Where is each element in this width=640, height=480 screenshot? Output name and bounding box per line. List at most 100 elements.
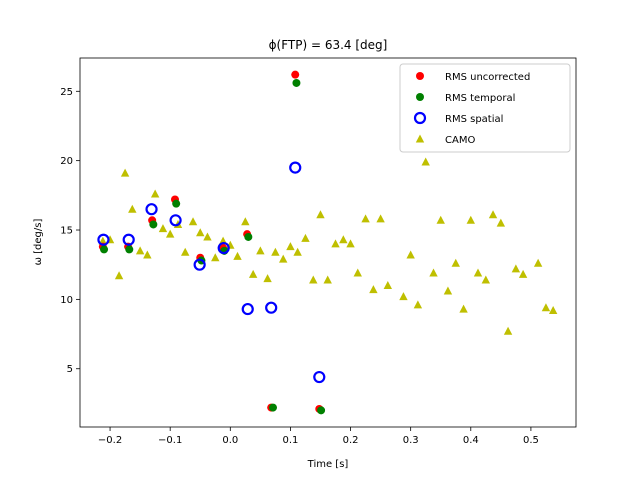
axes-frame xyxy=(79,57,577,428)
camo-point xyxy=(150,189,160,198)
rms-spatial-point xyxy=(265,301,278,314)
x-axis-label: Time [s] xyxy=(307,459,349,470)
camo-point xyxy=(293,247,302,256)
camo-point xyxy=(503,326,513,335)
camo-point xyxy=(211,253,220,262)
legend-label-rms-uncorrected: RMS uncorrected xyxy=(445,72,530,83)
legend-label-rms-temporal: RMS temporal xyxy=(445,93,515,104)
rms-spatial-point xyxy=(289,161,302,174)
camo-point xyxy=(436,215,445,224)
y-tick-label: 25 xyxy=(60,87,73,98)
y-tick-label: 15 xyxy=(60,226,73,237)
camo-point xyxy=(120,168,130,177)
legend-marker-rms-temporal xyxy=(416,93,424,101)
camo-point xyxy=(241,217,250,226)
rms-temporal-point xyxy=(100,245,109,254)
camo-point xyxy=(413,300,423,309)
rms-spatial-point xyxy=(122,233,135,246)
camo-point xyxy=(196,228,205,237)
legend-marker-rms-uncorrected xyxy=(416,72,424,80)
rms-uncorrected-point xyxy=(291,70,300,79)
rms-temporal-point xyxy=(292,78,301,87)
camo-point xyxy=(496,218,506,227)
camo-point xyxy=(518,269,528,278)
camo-point xyxy=(361,214,370,223)
camo-point xyxy=(286,242,295,251)
rms-temporal-point xyxy=(172,199,181,208)
camo-point xyxy=(98,236,108,245)
x-tick-label: 0.2 xyxy=(343,435,359,446)
camo-point xyxy=(429,268,438,277)
y-axis-label: ω [deg/s] xyxy=(33,219,44,266)
rms-spatial-point xyxy=(145,203,158,216)
camo-point xyxy=(203,232,212,241)
camo-point xyxy=(406,250,415,259)
camo-point xyxy=(473,268,483,277)
rms-spatial-point xyxy=(97,233,110,246)
camo-point xyxy=(369,285,378,294)
y-tick-label: 5 xyxy=(67,364,73,375)
rms-spatial-point xyxy=(169,214,182,227)
camo-point xyxy=(488,210,498,219)
rms-temporal-point xyxy=(268,403,277,412)
x-tick-label: 0.4 xyxy=(463,435,479,446)
x-tick-label: −0.2 xyxy=(98,435,122,446)
camo-point xyxy=(256,246,265,255)
x-tick-label: 0.1 xyxy=(282,435,298,446)
camo-point xyxy=(346,239,355,248)
legend-marker-rms-spatial xyxy=(413,111,427,125)
x-tick-label: −0.1 xyxy=(158,435,182,446)
camo-point xyxy=(181,247,190,256)
camo-point xyxy=(399,292,408,301)
camo-point xyxy=(188,217,198,226)
camo-point xyxy=(323,275,332,284)
rms-temporal-point xyxy=(244,232,253,241)
camo-point xyxy=(451,258,460,267)
y-tick-label: 10 xyxy=(60,295,73,306)
rms-temporal-point xyxy=(149,220,158,229)
camo-point xyxy=(376,214,385,223)
camo-point xyxy=(309,275,318,284)
camo-point xyxy=(114,271,124,280)
camo-point xyxy=(165,229,175,238)
camo-point xyxy=(481,275,491,284)
camo-point xyxy=(135,246,145,255)
camo-point xyxy=(271,247,280,256)
x-tick-label: 0.0 xyxy=(222,435,238,446)
camo-point xyxy=(143,250,152,259)
legend: RMS uncorrected RMS temporal RMS spatial CA… xyxy=(399,63,571,153)
camo-point xyxy=(263,274,272,283)
camo-point xyxy=(533,258,543,267)
camo-point xyxy=(331,239,340,248)
series-rms-spatial xyxy=(97,161,326,384)
rms-spatial-point xyxy=(241,302,254,316)
rms-spatial-point xyxy=(313,370,326,384)
camo-point xyxy=(353,268,362,277)
legend-label-rms-spatial: RMS spatial xyxy=(445,114,503,125)
camo-point xyxy=(511,264,521,273)
camo-point xyxy=(383,281,393,290)
camo-point xyxy=(466,215,475,224)
camo-point xyxy=(339,235,348,244)
camo-point xyxy=(541,303,551,312)
rms-temporal-point xyxy=(125,245,134,254)
x-tick-label: 0.3 xyxy=(403,435,419,446)
camo-point xyxy=(279,254,288,263)
camo-point xyxy=(233,251,242,260)
legend-box xyxy=(399,63,571,153)
x-tick-label: 0.5 xyxy=(523,435,539,446)
chart-title: ϕ(FTP) = 63.4 [deg] xyxy=(269,38,388,52)
rms-spatial-point xyxy=(217,241,230,255)
camo-point xyxy=(128,204,137,213)
camo-point xyxy=(248,269,258,278)
legend-marker-camo xyxy=(415,134,425,143)
rms-spatial-point xyxy=(193,258,206,271)
y-tick-label: 20 xyxy=(60,156,73,167)
camo-point xyxy=(158,224,168,233)
axis-ticks: −0.2 −0.1 0.0 0.1 0.2 0.3 0.4 0.5 5 10 15 20 25 xyxy=(60,87,539,446)
camo-point xyxy=(316,210,325,219)
plot-points xyxy=(97,70,558,415)
camo-point xyxy=(301,233,310,242)
camo-point xyxy=(459,304,468,313)
